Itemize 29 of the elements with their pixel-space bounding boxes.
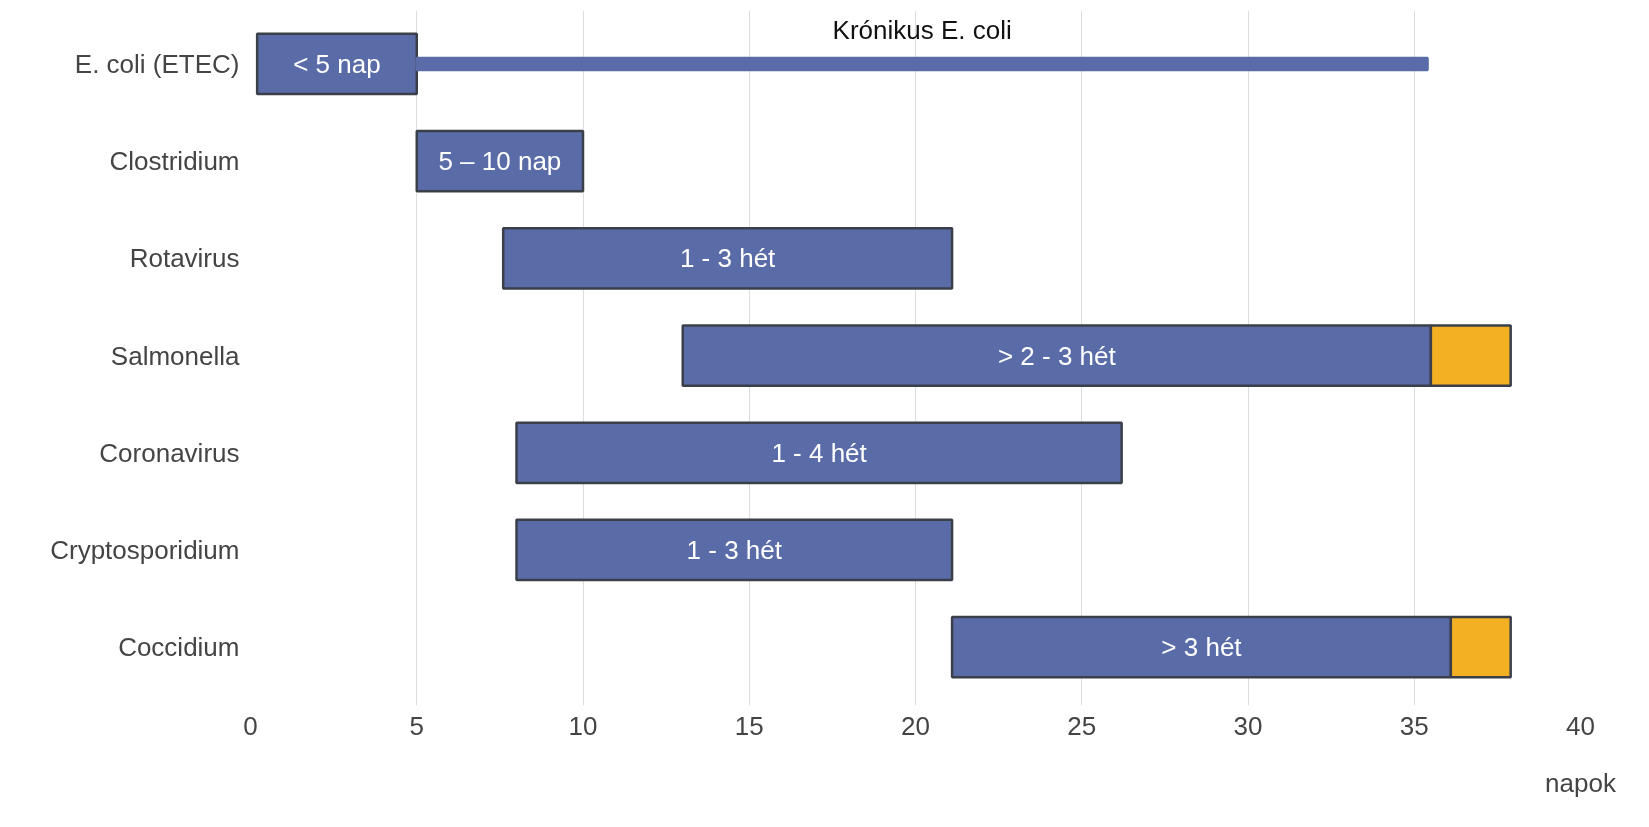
x-axis-title: napok (1545, 767, 1617, 798)
y-tick-label: Salmonella (110, 340, 241, 371)
y-tick-label: Rotavirus (129, 243, 240, 274)
annotation: 5 – 10 nap (438, 146, 562, 177)
x-tick-label: 30 (1233, 710, 1263, 741)
annotation: Krónikus E. coli (832, 14, 1012, 45)
x-tick-label: 10 (568, 710, 598, 741)
annotation: < 5 nap (293, 48, 381, 79)
x-tick-label: 35 (1399, 710, 1429, 741)
bar (501, 226, 954, 290)
y-tick-label: Clostridium (109, 146, 240, 177)
bar (515, 518, 954, 582)
x-tick-label: 25 (1067, 710, 1097, 741)
x-tick-label: 40 (1566, 710, 1595, 741)
annotation: > 2 - 3 hét (997, 340, 1117, 371)
annotation: > 3 hét (1161, 632, 1243, 663)
y-tick-label: Cryptosporidium (50, 534, 240, 565)
x-tick-label: 5 (409, 710, 424, 741)
y-tick-label: E. coli (ETEC) (74, 48, 240, 79)
x-tick-label: 0 (243, 710, 258, 741)
bar (415, 129, 585, 193)
annotation: 1 - 3 hét (679, 243, 777, 274)
x-tick-label: 15 (734, 710, 764, 741)
annotation: 1 - 3 hét (686, 534, 783, 565)
bar (515, 421, 1123, 485)
x-tick-label: 20 (901, 710, 930, 741)
y-tick-label: Coccidium (118, 632, 240, 663)
y-tick-label: Coronavirus (99, 437, 240, 468)
annotation: 1 - 4 hét (771, 437, 868, 468)
